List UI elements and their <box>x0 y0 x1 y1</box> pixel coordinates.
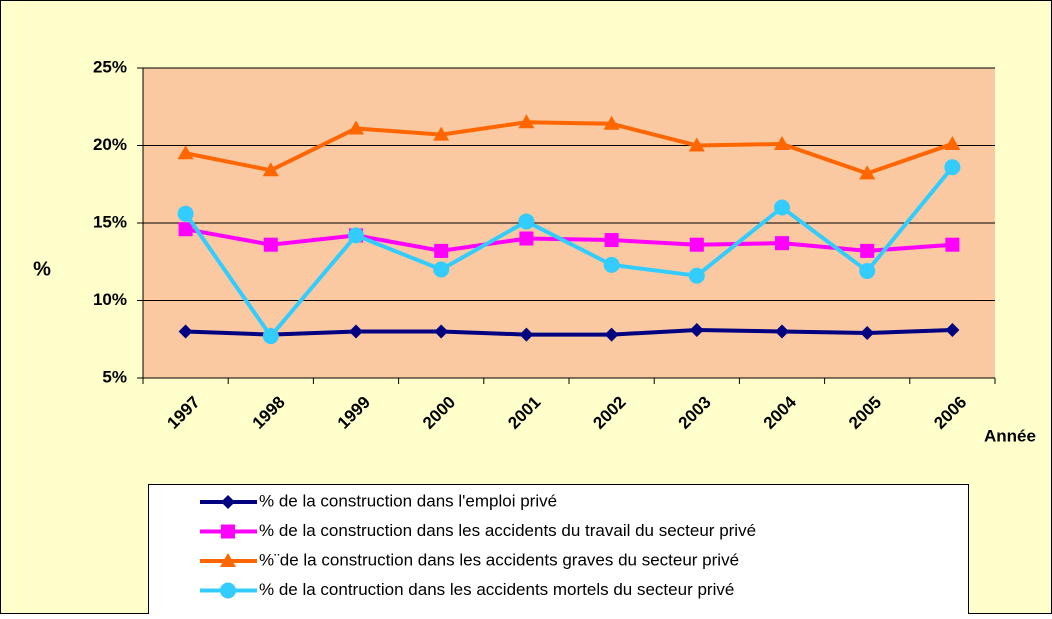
data-point <box>177 205 194 222</box>
data-point <box>689 237 704 252</box>
y-tick-label: 10% <box>93 290 127 309</box>
x-axis-label: Année <box>984 426 1036 445</box>
series-line <box>183 165 954 340</box>
data-point <box>518 114 535 129</box>
legend-marker <box>221 524 235 539</box>
data-point <box>775 324 789 339</box>
data-point <box>348 227 364 244</box>
y-axis-label: % <box>33 258 51 280</box>
data-point <box>944 135 961 150</box>
data-point <box>433 126 450 141</box>
data-point <box>688 137 705 152</box>
data-point <box>519 231 534 246</box>
data-point <box>604 327 619 342</box>
data-point <box>177 145 194 160</box>
data-point <box>518 213 535 230</box>
data-point <box>945 322 960 337</box>
data-point <box>178 222 193 237</box>
legend-label: % de la construction dans les accidents … <box>259 521 756 540</box>
data-point <box>603 115 620 130</box>
y-tick-label: 20% <box>93 135 127 154</box>
legend-label: % de la contruction dans les accidents m… <box>259 580 734 599</box>
data-point <box>860 243 875 258</box>
data-point <box>774 199 790 216</box>
data-point <box>774 135 790 150</box>
data-point <box>434 243 449 258</box>
data-point <box>944 159 961 176</box>
data-point <box>262 162 279 177</box>
legend-marker <box>220 582 236 599</box>
legend-marker <box>220 553 236 567</box>
data-point <box>689 322 704 337</box>
legend-label: %¨de la construction dans les accidents … <box>259 550 739 569</box>
legend-label: % de la construction dans l'emploi privé <box>259 491 557 510</box>
y-tick-label: 25% <box>93 57 127 76</box>
data-point <box>348 120 364 135</box>
legend <box>148 484 969 619</box>
data-point <box>178 324 193 339</box>
series-line <box>185 227 953 253</box>
data-point <box>775 236 789 251</box>
data-point <box>434 324 449 339</box>
data-point <box>859 165 876 180</box>
data-point <box>945 237 960 252</box>
y-tick-label: 15% <box>93 212 127 231</box>
legend-marker <box>221 495 235 509</box>
series-line <box>185 327 953 337</box>
data-point <box>859 263 876 280</box>
y-tick-label: 5% <box>102 367 127 386</box>
data-point <box>604 233 619 248</box>
data-point <box>519 327 534 342</box>
data-point <box>263 237 278 252</box>
data-point <box>603 256 620 273</box>
series-line <box>185 120 954 176</box>
data-point <box>860 326 875 341</box>
data-point <box>433 261 450 278</box>
data-point <box>688 267 705 284</box>
data-point <box>349 324 363 339</box>
data-point <box>262 328 279 345</box>
